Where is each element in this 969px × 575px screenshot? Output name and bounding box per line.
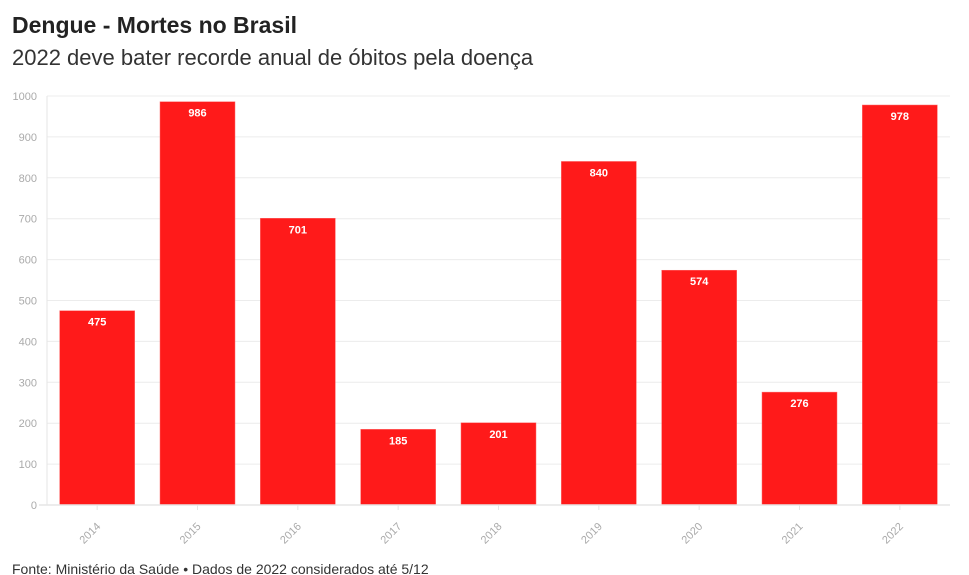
data-label: 701 xyxy=(289,224,307,236)
data-label: 840 xyxy=(590,167,608,179)
y-tick-label: 600 xyxy=(19,255,37,267)
data-label: 574 xyxy=(690,276,709,288)
data-label: 986 xyxy=(188,108,206,120)
y-tick-label: 0 xyxy=(31,500,37,512)
data-label: 475 xyxy=(88,317,106,329)
data-label: 201 xyxy=(489,429,507,441)
bar xyxy=(862,104,938,506)
bar-chart: 0 100 200 300 400 500 600 700 800 900 1000 475 2014 9… xyxy=(13,91,950,547)
chart-title: Dengue - Mortes no Brasil xyxy=(12,12,297,38)
y-tick-label: 900 xyxy=(19,132,37,144)
bar xyxy=(260,218,336,506)
bar xyxy=(661,269,737,506)
x-tick-label: 2014 xyxy=(77,521,103,547)
y-tick-label: 100 xyxy=(19,459,37,471)
data-label: 276 xyxy=(790,398,808,410)
y-tick-label: 200 xyxy=(19,418,37,430)
y-tick-label: 400 xyxy=(19,336,37,348)
x-tick-label: 2022 xyxy=(880,521,906,547)
bar xyxy=(360,429,436,506)
x-tick-label: 2016 xyxy=(278,521,304,547)
bar xyxy=(159,101,236,506)
y-tick-label: 1000 xyxy=(13,91,37,103)
x-tick-label: 2020 xyxy=(679,521,705,547)
x-tick-label: 2019 xyxy=(579,521,605,547)
x-tick-label: 2017 xyxy=(378,521,404,547)
y-tick-label: 800 xyxy=(19,173,37,185)
y-tick-label: 300 xyxy=(19,377,37,389)
x-tick-label: 2021 xyxy=(780,521,806,547)
chart-subtitle: 2022 deve bater recorde anual de óbitos … xyxy=(12,45,534,70)
y-tick-label: 500 xyxy=(19,296,37,308)
x-tick-label: 2015 xyxy=(178,521,204,547)
source-footer: Fonte: Ministério da Saúde • Dados de 20… xyxy=(12,561,429,575)
bar xyxy=(561,161,637,506)
bar xyxy=(59,310,135,506)
x-tick-label: 2018 xyxy=(479,521,505,547)
y-tick-label: 700 xyxy=(19,214,37,226)
data-label: 185 xyxy=(389,435,407,447)
data-label: 978 xyxy=(891,111,909,123)
